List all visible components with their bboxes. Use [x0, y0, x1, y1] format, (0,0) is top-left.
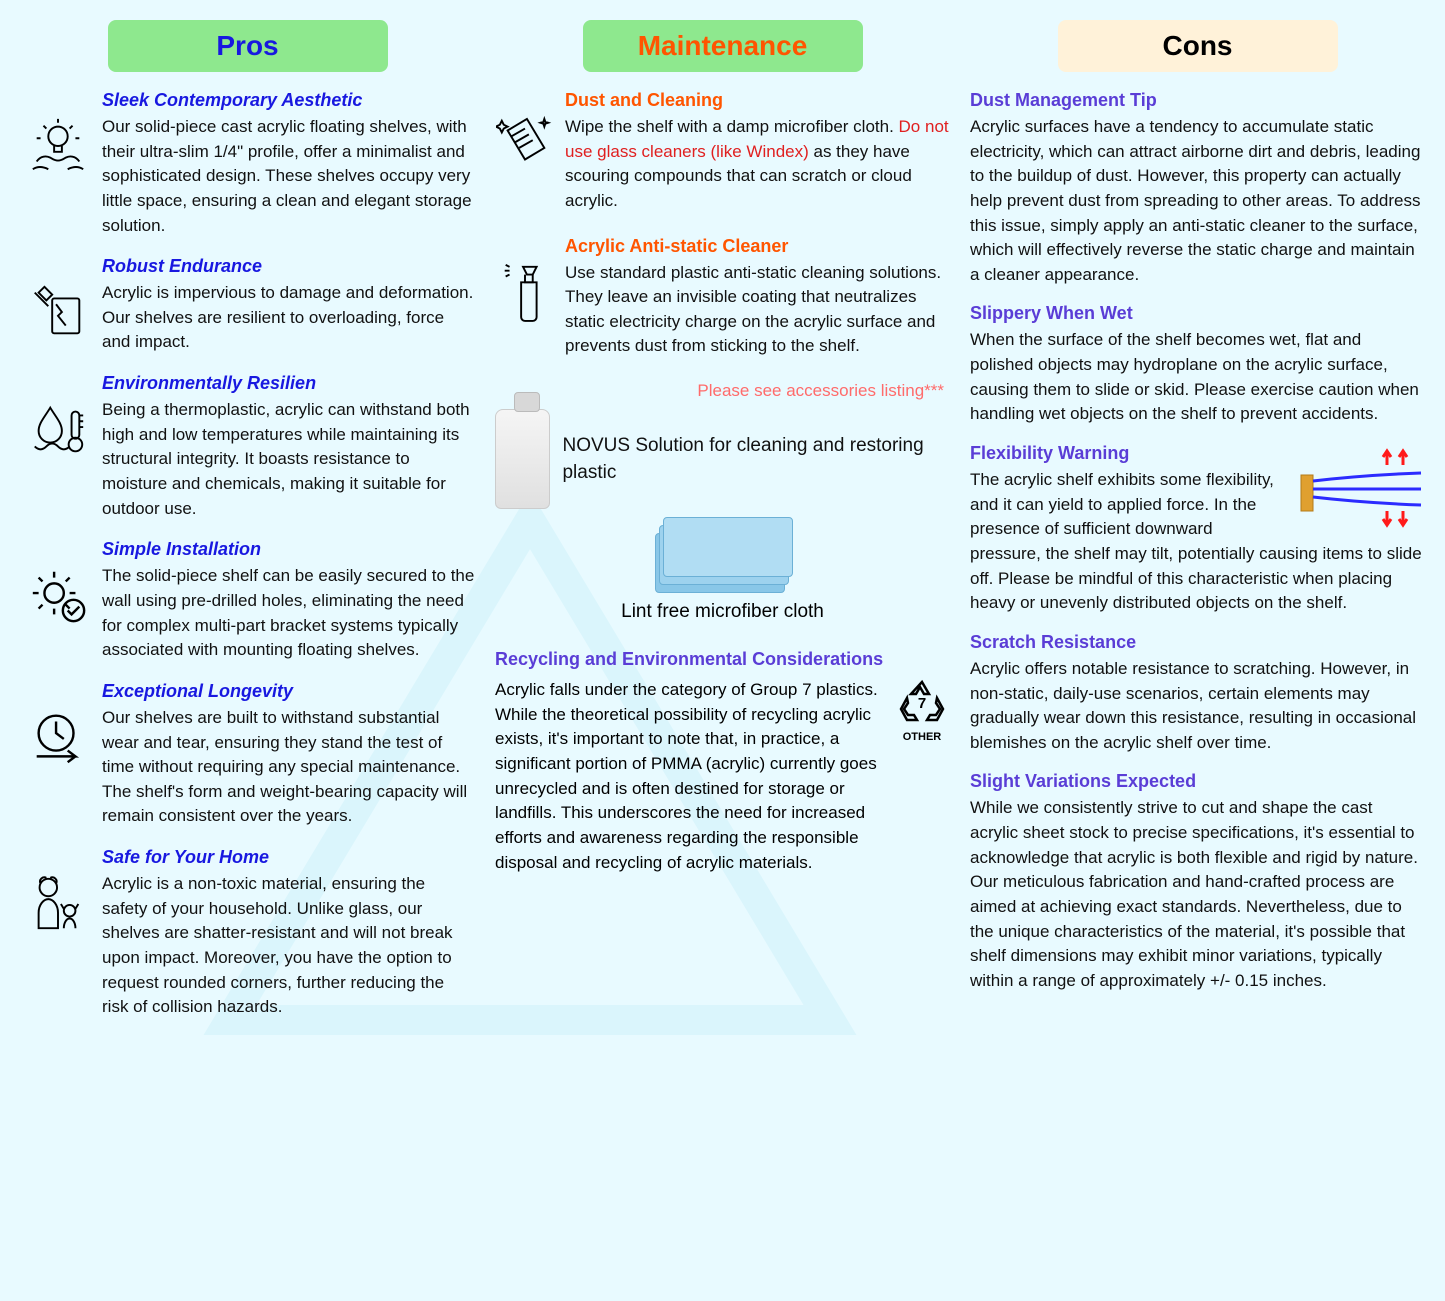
maint-body-pre: Wipe the shelf with a damp microfiber cl… [565, 117, 899, 136]
pro-item: Simple Installation The solid-piece shel… [20, 539, 475, 663]
con-body: While we consistently strive to cut and … [970, 796, 1425, 993]
pro-heading: Sleek Contemporary Aesthetic [102, 90, 475, 111]
recycle-symbol-icon: 7 OTHER [894, 678, 950, 875]
con-item: Slippery When Wet When the surface of th… [970, 303, 1425, 427]
svg-text:7: 7 [918, 695, 926, 712]
pro-heading: Safe for Your Home [102, 847, 475, 868]
maintenance-column: Maintenance Dust and Cleaning Wipe the s… [495, 20, 950, 1038]
pro-body: Our solid-piece cast acrylic floating sh… [102, 115, 475, 238]
pro-body: Our shelves are built to withstand subst… [102, 706, 475, 829]
maint-body: Wipe the shelf with a damp microfiber cl… [565, 115, 950, 214]
cons-header: Cons [1058, 20, 1338, 72]
novus-row: NOVUS Solution for cleaning and restorin… [495, 409, 950, 509]
maint-body: Use standard plastic anti-static cleanin… [565, 261, 950, 360]
pro-item: Robust Endurance Acrylic is impervious t… [20, 256, 475, 355]
flex-diagram-icon [1295, 445, 1425, 535]
pro-heading: Exceptional Longevity [102, 681, 475, 702]
lightbulb-hands-icon [26, 114, 90, 178]
maint-antistatic-block: Acrylic Anti-static Cleaner Use standard… [495, 236, 950, 360]
family-pet-icon [26, 871, 90, 935]
recycling-body: Acrylic falls under the category of Grou… [495, 678, 886, 875]
pro-item: Environmentally Resilien Being a thermop… [20, 373, 475, 521]
pro-body: Acrylic is impervious to damage and defo… [102, 281, 475, 355]
maint-heading: Dust and Cleaning [565, 90, 950, 111]
con-heading: Slippery When Wet [970, 303, 1425, 324]
con-item-flex: Flexibility Warning The acrylic shelf ex… [970, 443, 1425, 616]
pro-body: Acrylic is a non-toxic material, ensurin… [102, 872, 475, 1020]
pro-item: Safe for Your Home Acrylic is a non-toxi… [20, 847, 475, 1020]
con-heading: Dust Management Tip [970, 90, 1425, 111]
recycle-symbol-label: OTHER [894, 731, 950, 743]
pros-header: Pros [108, 20, 388, 72]
cloth-caption: Lint free microfiber cloth [495, 601, 950, 623]
novus-label: NOVUS Solution for cleaning and restorin… [562, 432, 950, 487]
con-body: Acrylic offers notable resistance to scr… [970, 657, 1425, 756]
gloves-sparkle-icon [495, 110, 555, 180]
recycling-heading: Recycling and Environmental Consideratio… [495, 649, 950, 670]
maint-heading: Acrylic Anti-static Cleaner [565, 236, 950, 257]
pro-body: The solid-piece shelf can be easily secu… [102, 564, 475, 663]
con-body: Acrylic surfaces have a tendency to accu… [970, 115, 1425, 287]
con-heading: Slight Variations Expected [970, 771, 1425, 792]
hammer-glass-icon [26, 280, 90, 344]
con-body: When the surface of the shelf becomes we… [970, 328, 1425, 427]
gear-check-icon [26, 563, 90, 627]
con-item: Dust Management Tip Acrylic surfaces hav… [970, 90, 1425, 287]
pro-heading: Environmentally Resilien [102, 373, 475, 394]
con-item: Slight Variations Expected While we cons… [970, 771, 1425, 993]
accessories-note: Please see accessories listing*** [495, 381, 944, 401]
novus-bottle-icon [495, 409, 550, 509]
pro-heading: Simple Installation [102, 539, 475, 560]
cons-column: Cons Dust Management Tip Acrylic surface… [970, 20, 1425, 1038]
con-item: Scratch Resistance Acrylic offers notabl… [970, 632, 1425, 756]
pro-item: Sleek Contemporary Aesthetic Our solid-p… [20, 90, 475, 238]
maint-dust-block: Dust and Cleaning Wipe the shelf with a … [495, 90, 950, 214]
pro-item: Exceptional Longevity Our shelves are bu… [20, 681, 475, 829]
pros-column: Pros Sleek Contemporary Aesthetic Our so… [20, 20, 475, 1038]
con-heading: Scratch Resistance [970, 632, 1425, 653]
droplet-thermo-icon [26, 397, 90, 461]
clock-arrow-icon [26, 705, 90, 769]
pro-body: Being a thermoplastic, acrylic can withs… [102, 398, 475, 521]
microfiber-cloth-icon [653, 517, 793, 595]
maintenance-header: Maintenance [583, 20, 863, 72]
spray-bottle-icon [495, 256, 555, 326]
pro-heading: Robust Endurance [102, 256, 475, 277]
recycling-block: Recycling and Environmental Consideratio… [495, 649, 950, 875]
